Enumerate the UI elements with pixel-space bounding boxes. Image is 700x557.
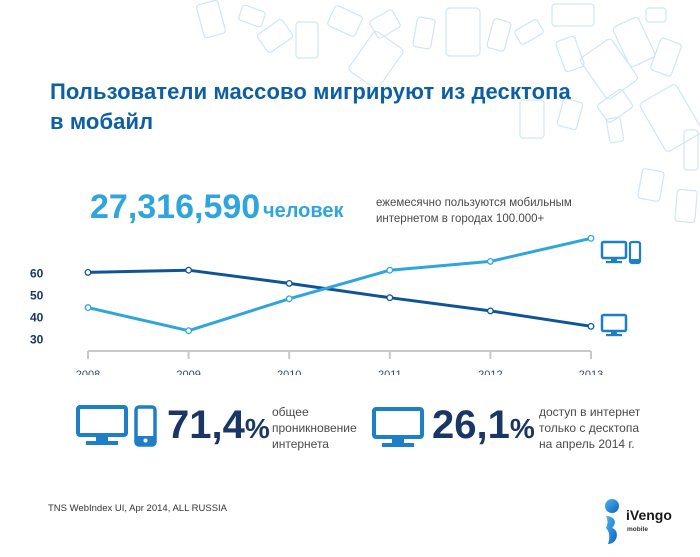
stat-total-penetration-suffix: % (244, 413, 270, 444)
data-point-desktop-and-mobile-2013 (587, 235, 595, 242)
data-point-desktop-only-2013 (587, 322, 595, 330)
chart-series (84, 235, 595, 335)
y-tick-label: 40 (30, 310, 44, 324)
x-tick-label: 2012 (478, 369, 502, 375)
stat-total-penetration: 71,4% (167, 403, 270, 448)
ivengo-logo-icon (605, 499, 619, 544)
stat-desktop-only-value: 26,1 (432, 403, 510, 447)
series-line-desktop-only (87, 268, 592, 328)
data-point-desktop-only-2012 (486, 307, 494, 315)
data-point-desktop-and-mobile-2009 (185, 327, 193, 335)
y-tick-label: 30 (30, 332, 44, 346)
page-title: Пользователи массово мигрируют из дескто… (50, 77, 571, 137)
desktop-icon (600, 313, 628, 337)
data-point-desktop-and-mobile-2012 (486, 257, 494, 265)
x-tick-label: 2013 (579, 369, 603, 375)
logo-subtitle: mobile (627, 526, 648, 533)
x-tick-label: 2009 (176, 369, 200, 375)
data-point-desktop-and-mobile-2011 (386, 266, 394, 274)
logo-name: iVengo (626, 507, 672, 523)
headline-number: 27,316,590 (90, 188, 261, 226)
x-axis: 2008 2009 2010 2011 2012 2013 (76, 350, 603, 375)
stat-total-penetration-value: 71,4 (167, 403, 245, 447)
series-line-desktop-and-mobile (87, 236, 592, 333)
headline-description: ежемесячно пользуются мобильным интернет… (376, 195, 572, 227)
page-title-line-1: Пользователи массово мигрируют из дескто… (50, 79, 571, 104)
page-title-line-2: в мобайл (50, 109, 154, 134)
y-tick-label: 60 (30, 266, 44, 280)
data-point-desktop-only-2010 (285, 279, 293, 287)
stat-desktop-only-description: доступ в интернет только с десктопа на а… (539, 404, 640, 452)
data-point-desktop-and-mobile-2008 (84, 304, 92, 312)
y-tick-label: 50 (30, 288, 44, 302)
stat-desc-line: общее (272, 405, 309, 419)
headline-unit: человек (263, 200, 344, 222)
stat-desc-line: проникновение (272, 421, 357, 435)
source-note: TNS WebIndex UI, Apr 2014, ALL RUSSIA (48, 503, 228, 514)
data-point-desktop-only-2008 (84, 268, 92, 276)
desktop-and-smartphone-icon (76, 405, 157, 447)
desktop-icon (372, 407, 424, 447)
y-axis-ticks: 60 50 40 30 (30, 266, 44, 346)
stat-desc-line: только с десктопа (539, 421, 640, 435)
line-chart: 60 50 40 30 2008 2009 2010 2011 2012 2013 (30, 235, 642, 375)
data-point-desktop-and-mobile-2010 (285, 295, 293, 303)
stat-desc-line: доступ в интернет (539, 405, 641, 419)
devices-background-pattern (196, 0, 700, 224)
stat-desktop-only-suffix: % (509, 413, 535, 444)
stat-total-penetration-description: общее проникновение интернета (272, 404, 357, 452)
stat-desc-line: на апрель 2014 г. (539, 437, 635, 451)
x-tick-label: 2008 (76, 369, 100, 375)
data-point-desktop-only-2009 (185, 266, 193, 274)
x-tick-label: 2011 (378, 369, 402, 375)
x-tick-label: 2010 (277, 369, 301, 375)
data-point-desktop-only-2011 (386, 294, 394, 302)
desktop-and-smartphone-icon (600, 240, 642, 265)
stat-desc-line: интернета (272, 437, 329, 451)
headline-description-line-1: ежемесячно пользуются мобильным (376, 197, 572, 209)
stat-desktop-only: 26,1% (432, 403, 535, 448)
headline-description-line-2: интернетом в городах 100.000+ (376, 213, 545, 225)
